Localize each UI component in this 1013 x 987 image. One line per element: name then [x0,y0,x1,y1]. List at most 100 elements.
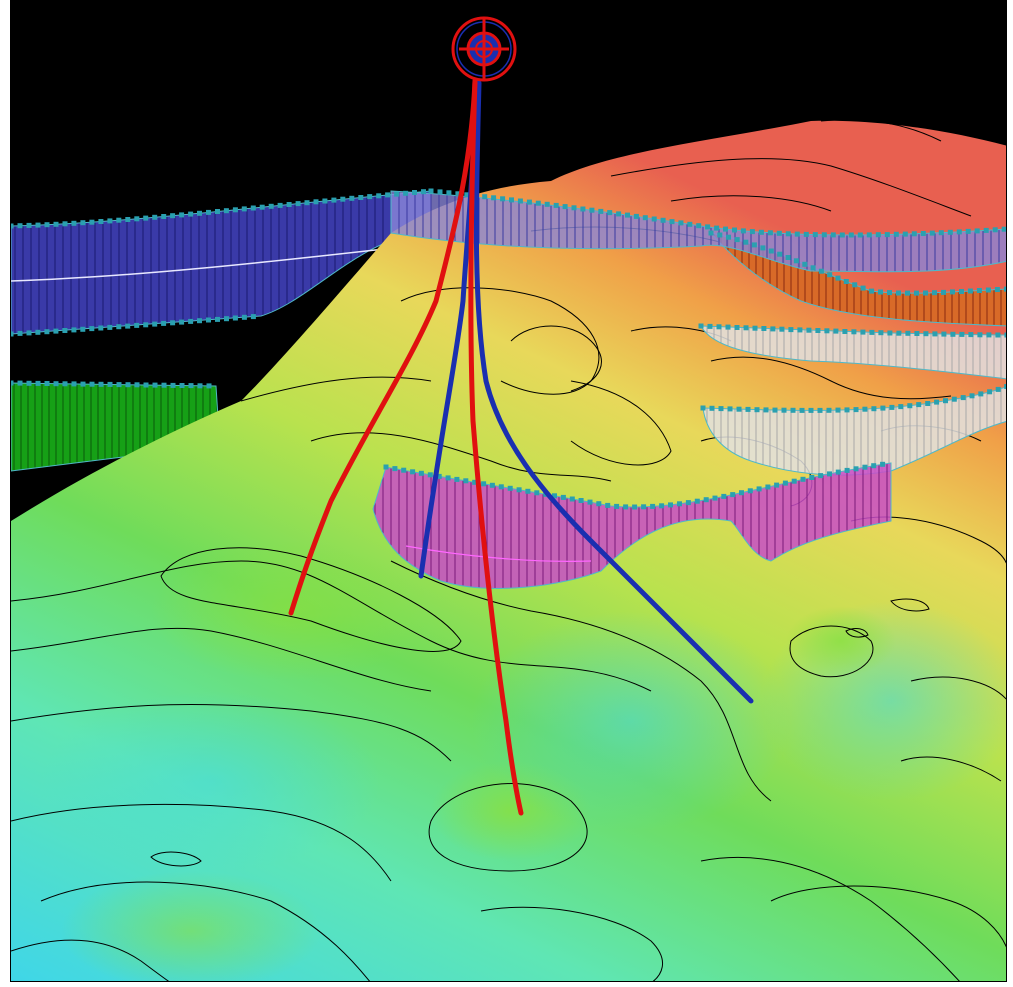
fault-node [668,502,673,508]
fault-node [802,261,808,267]
fault-node [716,324,722,330]
fault-node [987,389,993,395]
fault-node [1004,384,1006,389]
fault-node [934,399,940,405]
fault-node [848,232,854,238]
fault-node [98,219,104,224]
fault-node [418,470,424,476]
fault-node [785,255,791,260]
fault-node [1003,286,1006,292]
well-path-blue-2[interactable] [473,80,754,704]
fault-node [708,230,714,236]
fault-node [768,248,774,254]
fault-node [774,482,780,488]
fault-node [893,231,899,237]
fault-node [107,324,113,330]
fault-node [295,201,301,207]
fault-node [830,232,836,238]
fault-node [835,469,841,475]
fault-node [232,315,238,321]
fault-node [712,495,718,501]
fault-node [215,209,220,214]
fault-node [967,288,973,294]
fault-node [125,217,131,222]
fault-node [974,228,980,234]
well-path-red-2[interactable] [468,78,524,816]
fault-node [268,203,274,209]
fault-node [633,213,639,219]
fault-node [799,407,805,413]
fault-node [844,467,850,473]
fault-node [812,232,818,238]
fault-node [322,198,328,204]
fault-node [978,391,984,397]
fault-node [383,464,389,470]
fault-node [98,325,104,331]
well-trajectories[interactable] [288,78,754,816]
fault-node [739,490,744,496]
fault-node [188,383,194,389]
fault-node [793,258,799,264]
fault-node [161,320,167,326]
fault-node [623,504,629,510]
fault-node [614,503,620,509]
fault-node [331,197,337,203]
fault-node [905,290,910,296]
fault-node [678,220,684,226]
fault-node [26,222,32,228]
fault-node [427,472,433,478]
fault-node [803,231,809,237]
fault-node [552,493,557,499]
fault-node [705,224,711,230]
fault-node [826,407,832,413]
3d-viewport[interactable] [10,0,1007,982]
fault-node [143,215,149,221]
fault-node [815,328,821,333]
fault-node [517,198,523,204]
fault-node [770,326,776,332]
fault-node [871,406,877,412]
fault-node [785,231,791,237]
fault-node [232,207,238,213]
fault-node [44,381,50,386]
fault-node [17,330,23,336]
fault-node [736,406,742,412]
fault-node [53,381,59,387]
fault-node [206,383,212,389]
fault-node [598,208,604,214]
fault-node [446,190,452,196]
fault-node [170,382,176,388]
fault-node [862,464,868,470]
surface-trough [41,691,381,871]
fault-node [835,275,841,281]
fault-node [985,287,991,293]
well-head-crosshair-icon[interactable] [451,16,517,82]
fault-node [765,484,771,490]
fault-panel-blue-midline [11,245,412,282]
fault-node [259,204,265,210]
fault-node [779,326,785,332]
fault-node [26,380,32,386]
fault-node [1001,226,1006,232]
fault-node [107,218,113,224]
fault-node [472,479,478,485]
scene-svg[interactable] [11,1,1007,982]
fault-node [941,289,946,295]
fault-node [62,221,68,227]
fault-node [35,329,41,335]
fault-node [916,402,922,408]
fault-node [824,328,830,334]
fault-node [914,290,919,296]
fault-node [116,217,122,223]
fault-node [994,287,1000,292]
fault-node [853,466,859,472]
fault-node [349,195,355,201]
well-path-red-1[interactable] [288,78,478,616]
fault-panel-magenta[interactable] [372,462,892,589]
fault-node [188,211,194,217]
fault-node [947,229,953,235]
fault-node [669,219,675,225]
fault-node [134,382,140,388]
fault-node [853,407,859,413]
fault-node [871,463,877,469]
